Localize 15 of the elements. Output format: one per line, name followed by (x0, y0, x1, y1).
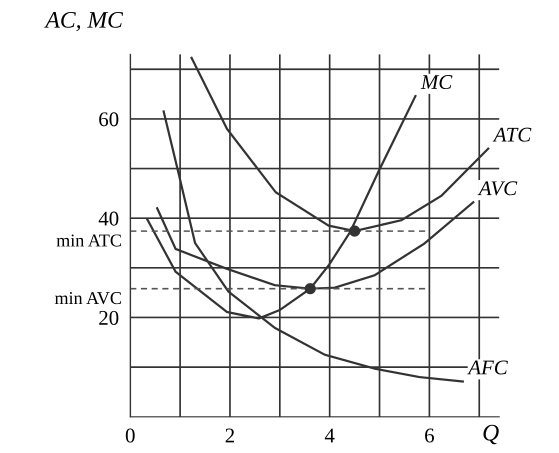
x-tick-label: 2 (226, 428, 234, 442)
series-label: AFC (467, 360, 508, 374)
x-tick-label: 6 (425, 428, 434, 443)
series-label: ATC (492, 128, 532, 142)
y-tick-label: 40 (98, 212, 118, 226)
series-label: MC (420, 75, 452, 90)
ref-line-label: min AVC (54, 292, 121, 304)
y-tick-label: 60 (99, 112, 118, 126)
ref-line-label: min ATC (56, 234, 121, 247)
y-tick-label: 20 (99, 310, 118, 325)
x-tick-label: 4 (324, 428, 335, 442)
x-tick-label: 0 (126, 428, 135, 443)
x-axis-title: Q (483, 424, 499, 444)
series-label: AVC (478, 181, 518, 196)
y-axis-title: AC, MC (44, 12, 124, 32)
